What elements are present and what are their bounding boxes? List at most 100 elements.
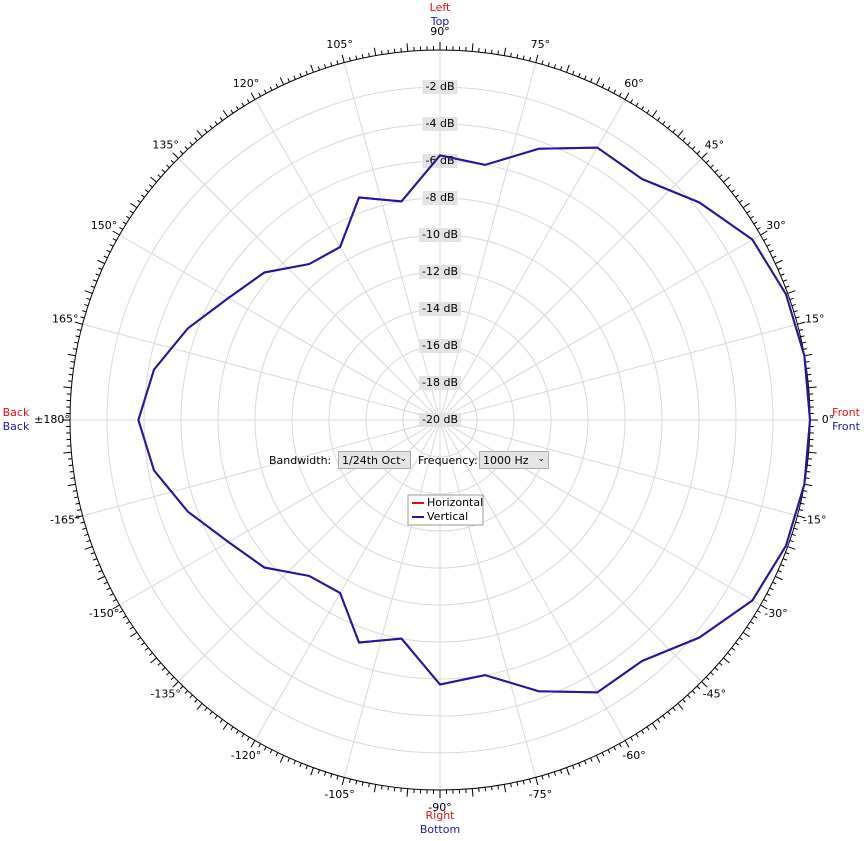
minor-tick [112, 238, 117, 242]
minor-tick [95, 564, 100, 567]
minor-tick [535, 777, 539, 786]
minor-tick [541, 60, 544, 65]
minor-tick [161, 169, 166, 173]
bandwidth-select[interactable]: 1/24th Oct ⌄ [338, 451, 411, 469]
minor-tick [235, 106, 239, 110]
minor-tick [677, 130, 684, 137]
minor-tick [777, 267, 782, 270]
minor-tick [184, 146, 189, 150]
minor-tick [172, 681, 179, 688]
minor-tick [129, 626, 134, 630]
angle-label: -150° [89, 607, 119, 620]
minor-tick [578, 762, 581, 767]
frequency-select[interactable]: 1000 Hz ⌄ [479, 451, 549, 469]
minor-tick [241, 102, 245, 107]
minor-tick [553, 771, 557, 776]
minor-tick [801, 496, 806, 499]
angle-label: ±180° [34, 413, 70, 426]
minor-tick [341, 54, 345, 63]
minor-tick [189, 694, 193, 699]
minor-tick [777, 570, 782, 573]
minor-tick [522, 55, 525, 60]
minor-tick [789, 297, 794, 301]
minor-tick [106, 587, 111, 591]
minor-tick [93, 279, 98, 282]
minor-tick [787, 546, 796, 550]
minor-tick [119, 226, 124, 230]
minor-tick [119, 610, 124, 614]
minor-tick [750, 621, 754, 625]
minor-tick [387, 49, 390, 54]
minor-tick [349, 56, 351, 62]
r-tick-label: -4 dB [426, 117, 455, 130]
minor-tick [317, 769, 321, 774]
r-label-bg [419, 302, 461, 316]
minor-tick [769, 249, 774, 253]
minor-tick [635, 102, 639, 107]
minor-tick [80, 521, 85, 524]
minor-tick [624, 740, 630, 748]
minor-tick [196, 130, 203, 137]
minor-tick [368, 783, 370, 788]
minor-tick [760, 230, 768, 236]
minor-tick [541, 775, 544, 780]
angle-label: 105° [326, 38, 353, 51]
minor-tick [112, 604, 120, 610]
r-label-bg [422, 80, 458, 94]
minor-tick [269, 749, 273, 754]
r-label-bg [419, 413, 461, 427]
minor-tick [800, 335, 805, 338]
minor-tick [349, 778, 351, 784]
minor-tick [69, 470, 74, 473]
minor-tick [662, 715, 666, 719]
minor-tick [471, 43, 474, 52]
minor-tick [746, 626, 751, 630]
minor-tick [82, 310, 87, 313]
minor-tick [750, 215, 754, 219]
grid-spoke [343, 62, 441, 421]
minor-tick [373, 47, 377, 56]
minor-tick [157, 662, 162, 666]
minor-tick [194, 698, 198, 703]
r-tick-label: -10 dB [422, 228, 458, 241]
minor-tick [601, 83, 605, 88]
minor-tick [109, 593, 114, 597]
minor-tick [731, 189, 736, 193]
grid-spoke [439, 323, 798, 421]
minor-tick [150, 176, 157, 183]
minor-tick [63, 451, 72, 454]
minor-tick [149, 652, 153, 656]
minor-tick [641, 730, 645, 734]
minor-tick [687, 141, 691, 146]
minor-tick [179, 685, 184, 690]
grid-spoke [82, 419, 441, 517]
minor-tick [701, 152, 708, 159]
minor-tick [70, 360, 75, 363]
grid-spoke [178, 158, 441, 421]
minor-tick [727, 652, 731, 656]
minor-tick [86, 297, 91, 301]
angle-label: 60° [624, 77, 644, 90]
minor-tick [763, 238, 768, 242]
angle-label: 15° [805, 313, 825, 326]
minor-tick [287, 757, 290, 762]
minor-tick [630, 736, 634, 741]
angle-label: 165° [52, 313, 79, 326]
minor-tick [76, 329, 82, 331]
minor-tick [75, 335, 80, 338]
minor-tick [299, 73, 302, 78]
minor-tick [406, 43, 409, 52]
minor-tick [584, 760, 587, 765]
minor-tick [613, 746, 617, 751]
angle-label: -90° [428, 801, 451, 814]
minor-tick [797, 321, 806, 325]
minor-tick [170, 676, 175, 681]
minor-tick [682, 698, 686, 703]
grid-spoke [254, 419, 441, 741]
minor-tick [710, 164, 714, 169]
minor-tick [219, 117, 223, 121]
minor-tick [756, 226, 761, 230]
minor-tick [705, 676, 710, 681]
minor-tick [141, 642, 145, 646]
minor-tick [572, 70, 575, 75]
